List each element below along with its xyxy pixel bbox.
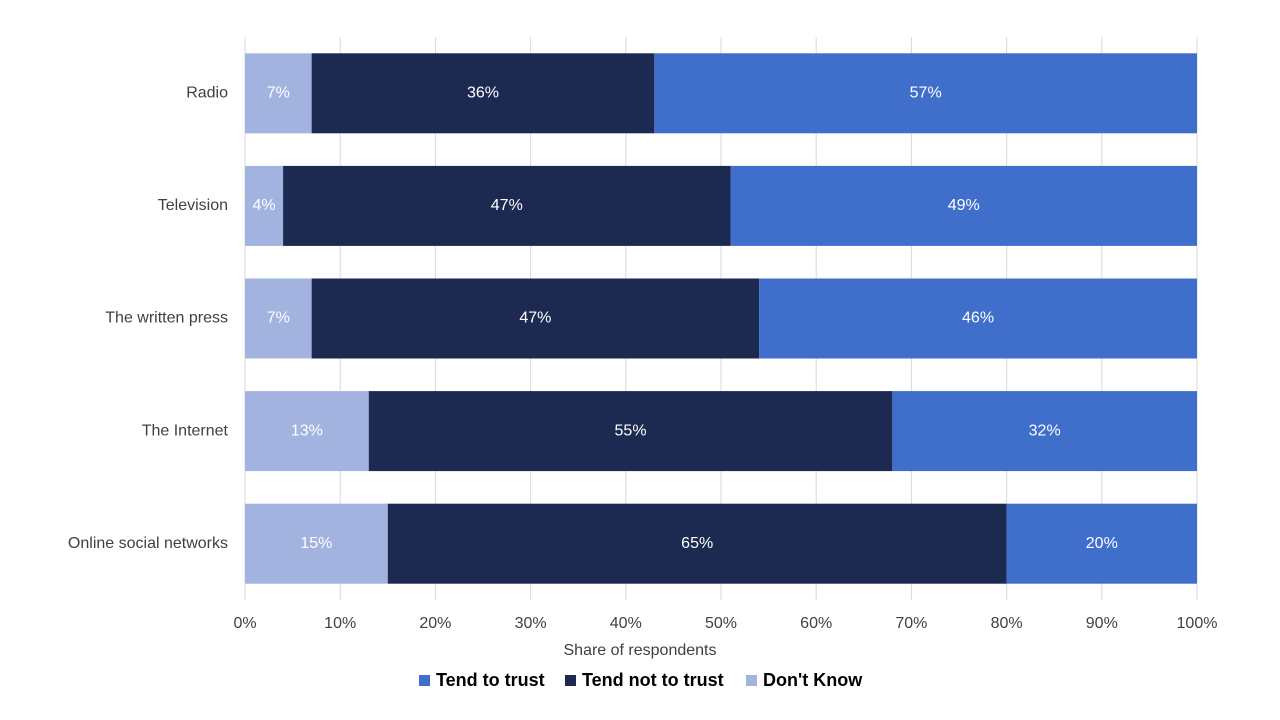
legend-swatch <box>419 675 430 686</box>
bar-segment <box>311 53 655 134</box>
data-label: 49% <box>948 197 980 214</box>
bar-segment <box>892 391 1197 472</box>
data-label: 57% <box>910 85 942 102</box>
x-tick-label: 40% <box>610 615 642 632</box>
legend-label: Don't Know <box>763 670 863 690</box>
data-label: 7% <box>267 310 290 327</box>
bar-segment <box>1006 503 1197 584</box>
bar-segment <box>387 503 1007 584</box>
x-tick-label: 20% <box>419 615 451 632</box>
bar-segment <box>759 278 1197 359</box>
y-tick-label: Television <box>158 197 228 214</box>
x-axis-title: Share of respondents <box>564 642 717 659</box>
x-tick-label: 10% <box>324 615 356 632</box>
bar-segment <box>654 53 1197 134</box>
legend-label: Tend to trust <box>436 670 545 690</box>
bar-segment <box>311 278 760 359</box>
legend-swatch <box>565 675 576 686</box>
x-tick-label: 90% <box>1086 615 1118 632</box>
data-label: 32% <box>1029 422 1061 439</box>
legend-label: Tend not to trust <box>582 670 724 690</box>
x-tick-label: 50% <box>705 615 737 632</box>
bar-segment <box>245 53 312 134</box>
bar-segment <box>245 503 388 584</box>
data-label: 55% <box>615 422 647 439</box>
data-label: 4% <box>252 197 275 214</box>
y-tick-label: Radio <box>186 85 228 102</box>
data-label: 47% <box>519 310 551 327</box>
x-tick-label: 100% <box>1177 615 1218 632</box>
y-tick-label: The Internet <box>142 422 229 439</box>
data-label: 15% <box>300 535 332 552</box>
data-label: 13% <box>291 422 323 439</box>
bar-segment <box>245 391 369 472</box>
bar-segment <box>730 165 1197 246</box>
data-label: 36% <box>467 85 499 102</box>
x-tick-label: 80% <box>991 615 1023 632</box>
y-tick-label: Online social networks <box>68 535 228 552</box>
bar-segment <box>283 165 731 246</box>
bar-segment <box>368 391 893 472</box>
x-tick-label: 60% <box>800 615 832 632</box>
data-label: 7% <box>267 85 290 102</box>
bar-segment <box>245 165 284 246</box>
bar-segment <box>245 278 312 359</box>
data-label: 65% <box>681 535 713 552</box>
x-tick-label: 30% <box>515 615 547 632</box>
y-tick-label: The written press <box>105 310 228 327</box>
x-tick-label: 70% <box>895 615 927 632</box>
data-label: 20% <box>1086 535 1118 552</box>
legend-swatch <box>746 675 757 686</box>
x-tick-label: 0% <box>233 615 256 632</box>
data-label: 47% <box>491 197 523 214</box>
data-label: 46% <box>962 310 994 327</box>
